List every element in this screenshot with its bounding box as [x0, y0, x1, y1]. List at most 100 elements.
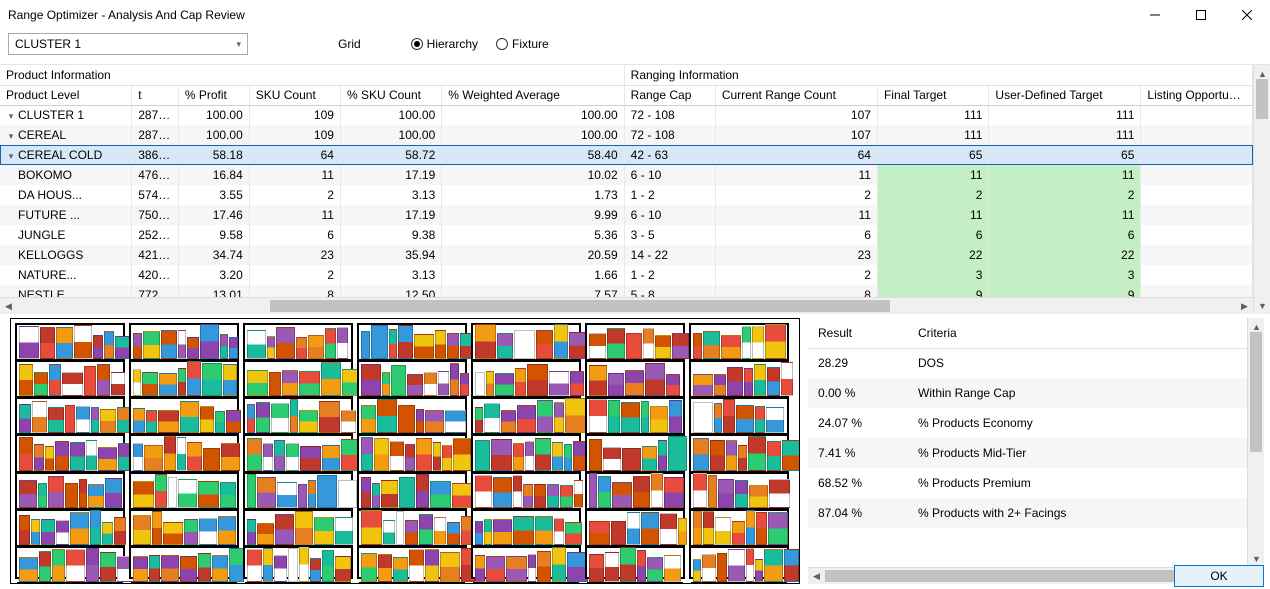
product-facing[interactable] [736, 405, 754, 434]
product-facing[interactable] [754, 364, 766, 396]
product-facing[interactable] [589, 333, 606, 359]
product-facing[interactable] [142, 372, 158, 397]
product-facing[interactable] [666, 374, 680, 397]
product-facing[interactable] [570, 371, 584, 397]
product-facing[interactable] [642, 446, 657, 471]
product-facing[interactable] [247, 330, 266, 359]
product-facing[interactable] [728, 549, 745, 582]
product-facing[interactable] [755, 559, 763, 582]
product-facing[interactable] [41, 519, 55, 545]
product-facing[interactable] [486, 556, 505, 582]
product-facing[interactable] [693, 438, 709, 471]
product-facing[interactable] [93, 335, 103, 359]
product-facing[interactable] [672, 333, 689, 359]
product-facing[interactable] [407, 374, 423, 396]
product-facing[interactable] [218, 516, 236, 545]
product-facing[interactable] [766, 407, 784, 433]
product-facing[interactable] [247, 404, 255, 434]
product-facing[interactable] [399, 477, 415, 508]
product-facing[interactable] [372, 483, 380, 508]
table-row[interactable]: NESTLE772.9613.01812.507.575 - 8899 [0, 285, 1253, 297]
product-facing[interactable] [536, 330, 553, 359]
product-facing[interactable] [317, 475, 337, 508]
col-sku[interactable]: SKU Count [249, 85, 340, 105]
col-skupct[interactable]: % SKU Count [340, 85, 441, 105]
product-facing[interactable] [257, 523, 274, 545]
product-facing[interactable] [398, 325, 413, 359]
product-facing[interactable] [735, 480, 748, 507]
product-facing[interactable] [335, 517, 353, 545]
product-facing[interactable] [32, 401, 47, 433]
product-facing[interactable] [565, 522, 582, 545]
product-facing[interactable] [164, 436, 176, 471]
product-facing[interactable] [693, 333, 702, 359]
product-facing[interactable] [554, 518, 564, 545]
radio-hierarchy[interactable]: Hierarchy [411, 37, 478, 51]
product-facing[interactable] [90, 510, 101, 544]
results-row[interactable]: 68.52 %% Products Premium [808, 468, 1247, 498]
product-facing[interactable] [475, 407, 483, 434]
product-facing[interactable] [486, 371, 494, 396]
product-facing[interactable] [133, 481, 154, 508]
product-facing[interactable] [114, 517, 126, 545]
product-facing[interactable] [290, 399, 298, 434]
product-facing[interactable] [274, 440, 285, 471]
product-facing[interactable] [710, 440, 725, 470]
product-facing[interactable] [168, 477, 177, 507]
product-facing[interactable] [537, 551, 551, 582]
product-facing[interactable] [727, 367, 743, 396]
product-facing[interactable] [102, 522, 113, 545]
product-facing[interactable] [693, 511, 702, 545]
scroll-down-icon[interactable]: ▼ [1254, 297, 1270, 314]
product-facing[interactable] [52, 549, 65, 582]
product-facing[interactable] [715, 517, 731, 545]
product-facing[interactable] [97, 364, 110, 396]
product-facing[interactable] [319, 401, 340, 433]
product-facing[interactable] [765, 324, 786, 359]
product-facing[interactable] [203, 448, 220, 470]
product-facing[interactable] [381, 480, 398, 507]
product-facing[interactable] [641, 512, 659, 545]
product-facing[interactable] [450, 363, 459, 396]
col-criteria[interactable]: Criteria [908, 318, 1247, 348]
product-facing[interactable] [177, 437, 186, 470]
product-facing[interactable] [515, 368, 526, 397]
product-facing[interactable] [263, 548, 273, 582]
product-facing[interactable] [321, 362, 341, 397]
product-facing[interactable] [361, 405, 376, 433]
table-row[interactable]: ▾CEREAL COLD386.5858.186458.7258.4042 - … [0, 145, 1253, 165]
product-facing[interactable] [79, 479, 87, 507]
product-facing[interactable] [425, 410, 444, 433]
product-facing[interactable] [226, 410, 241, 434]
product-facing[interactable] [45, 446, 54, 470]
product-facing[interactable] [440, 552, 460, 582]
product-facing[interactable] [277, 482, 297, 508]
product-facing[interactable] [202, 363, 222, 397]
product-facing[interactable] [425, 549, 439, 582]
product-facing[interactable] [641, 401, 649, 434]
product-facing[interactable] [65, 405, 75, 434]
product-facing[interactable] [198, 481, 219, 507]
product-facing[interactable] [161, 555, 179, 582]
product-facing[interactable] [212, 555, 228, 582]
product-facing[interactable] [523, 484, 533, 508]
product-facing[interactable] [782, 440, 800, 470]
product-facing[interactable] [637, 550, 646, 582]
product-facing[interactable] [445, 410, 466, 433]
ok-button[interactable]: OK [1174, 565, 1264, 587]
product-facing[interactable] [200, 406, 214, 433]
product-facing[interactable] [589, 521, 610, 545]
product-facing[interactable] [187, 442, 202, 471]
product-facing[interactable] [361, 437, 373, 471]
product-facing[interactable] [703, 331, 720, 359]
product-facing[interactable] [589, 439, 602, 470]
product-facing[interactable] [513, 475, 522, 507]
product-facing[interactable] [382, 372, 390, 396]
product-facing[interactable] [746, 548, 754, 582]
product-facing[interactable] [484, 519, 492, 545]
product-facing[interactable] [91, 407, 99, 433]
product-facing[interactable] [48, 407, 64, 433]
product-facing[interactable] [565, 398, 586, 433]
table-row[interactable]: ▾CEREAL287.64100.00109100.00100.0072 - 1… [0, 125, 1253, 145]
product-facing[interactable] [220, 334, 228, 360]
